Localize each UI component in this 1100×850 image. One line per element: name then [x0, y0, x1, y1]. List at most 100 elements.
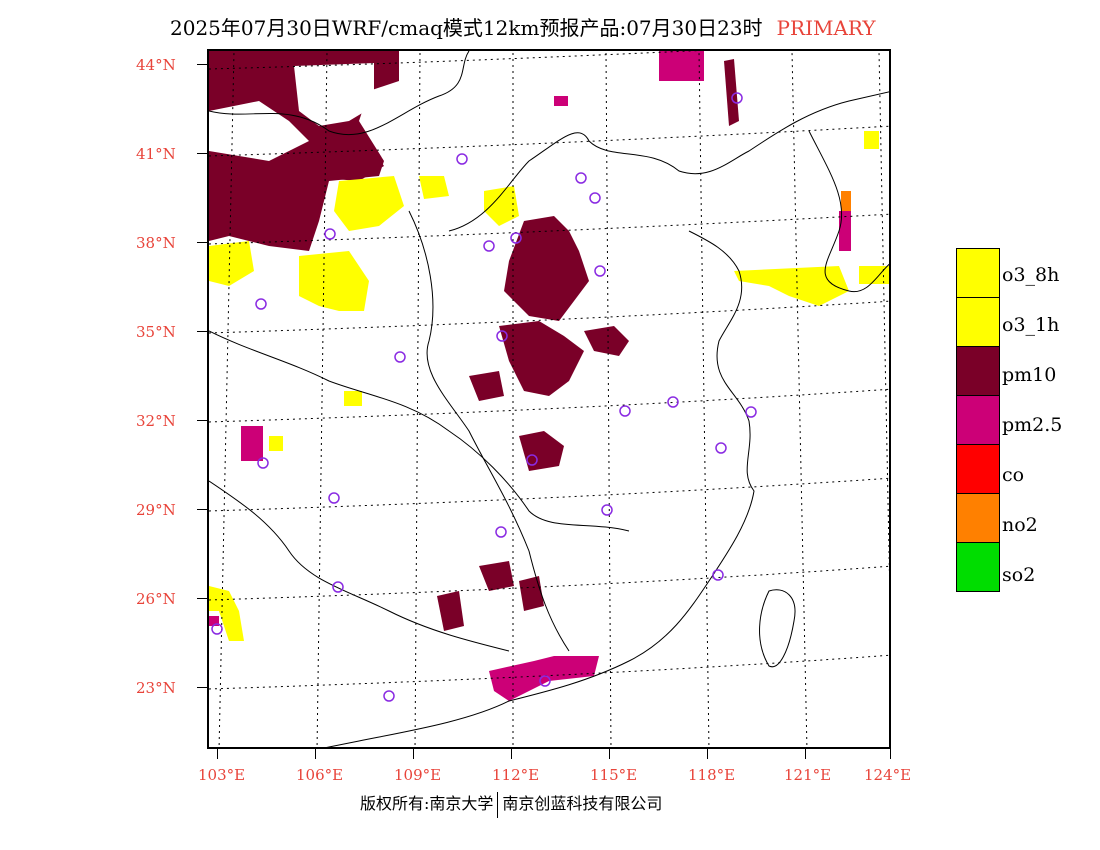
border-north: [448, 91, 889, 232]
legend-label-o3-8h: o3_8h: [1002, 264, 1060, 286]
lat-label-26: 26°N: [136, 590, 176, 608]
station-marker: [383, 690, 395, 702]
lon-label-121: 121°E: [784, 766, 832, 784]
pm10-area-south3: [519, 576, 544, 611]
pm25-area-4: [489, 656, 599, 701]
legend-swatch-o3-8h: [956, 248, 1000, 298]
legend-label-so2: so2: [1002, 564, 1036, 586]
station-marker: [745, 406, 757, 418]
station-marker: [495, 526, 507, 538]
footer-left: 版权所有:南京大学: [360, 794, 494, 813]
title-text: 2025年07月30日WRF/cmaq模式12km预报产品:07月30日23时: [170, 16, 763, 40]
pm10-area-south1: [437, 591, 464, 631]
legend-swatch-co: [956, 444, 1000, 494]
pm10-area-northeast: [724, 59, 739, 126]
station-marker: [211, 623, 223, 635]
pm10-area-shaanxi: [469, 371, 504, 401]
lon-line-106: [316, 51, 328, 747]
lat-label-35: 35°N: [136, 323, 176, 341]
legend-label-co: co: [1002, 464, 1025, 486]
lat-label-23: 23°N: [136, 679, 176, 697]
lon-label-103: 103°E: [198, 766, 246, 784]
pm25-area-3: [241, 426, 263, 461]
lon-label-124: 124°E: [864, 766, 912, 784]
legend-swatch-no2: [956, 493, 1000, 543]
lat-tick: [197, 598, 207, 599]
footer-right: 南京创蓝科技有限公司: [502, 794, 663, 813]
lon-tick: [890, 749, 891, 759]
title-tag: PRIMARY: [776, 16, 876, 40]
station-marker: [257, 457, 269, 469]
lat-line-35: [209, 300, 889, 334]
o3-area-2: [209, 241, 254, 286]
lat-label-44: 44°N: [136, 56, 176, 74]
o3-area-8: [859, 266, 889, 284]
o3-area-10: [344, 391, 362, 406]
lat-tick: [197, 64, 207, 65]
pm25-area-2: [554, 96, 568, 106]
legend-swatch-pm10: [956, 346, 1000, 396]
boundaries: [209, 51, 889, 747]
lat-tick: [197, 420, 207, 421]
pm25-area-6: [209, 616, 219, 626]
station-marker: [526, 454, 538, 466]
legend-label-o3-1h: o3_1h: [1002, 314, 1060, 336]
lat-line-26: [209, 565, 889, 601]
o3-area-4: [484, 186, 519, 226]
o3-area-11: [269, 436, 283, 451]
lon-line-103: [218, 51, 235, 747]
station-marker: [601, 504, 613, 516]
graticule: [209, 51, 889, 747]
o3-area-5: [419, 176, 449, 199]
station-marker: [483, 240, 495, 252]
lat-line-29: [209, 477, 889, 512]
lat-label-29: 29°N: [136, 501, 176, 519]
pm25-area-5: [839, 211, 851, 251]
border-province-1: [209, 330, 630, 532]
station-marker: [456, 153, 468, 165]
pm10-area-south2: [479, 561, 514, 591]
map-title: 2025年07月30日WRF/cmaq模式12km预报产品:07月30日23时 P…: [170, 12, 876, 41]
lon-label-115: 115°E: [590, 766, 638, 784]
station-marker: [394, 351, 406, 363]
station-markers: [211, 92, 757, 702]
station-marker: [324, 228, 336, 240]
pm10-area-shanxi: [504, 216, 589, 321]
o3-area-7: [864, 131, 879, 149]
pm10-area-henan: [499, 321, 584, 396]
lat-tick: [197, 509, 207, 510]
lat-label-41: 41°N: [136, 145, 176, 163]
pm10-area-north: [329, 151, 384, 181]
lon-label-109: 109°E: [394, 766, 442, 784]
pm10-gaps: [209, 63, 374, 161]
map-panel: [207, 49, 891, 749]
station-marker: [667, 396, 679, 408]
border-province-3: [408, 210, 570, 652]
no2-area: [841, 191, 851, 211]
lon-tick: [315, 749, 316, 759]
station-marker: [712, 569, 724, 581]
station-marker: [589, 192, 601, 204]
station-marker: [619, 405, 631, 417]
o3-area-6: [734, 266, 849, 306]
station-marker: [328, 492, 340, 504]
station-marker: [575, 172, 587, 184]
lat-tick: [197, 687, 207, 688]
legend-label-no2: no2: [1002, 514, 1038, 536]
lon-tick: [217, 749, 218, 759]
station-marker: [255, 298, 267, 310]
lat-tick: [197, 153, 207, 154]
o3-areas: [209, 131, 889, 641]
lon-tick: [609, 749, 610, 759]
station-marker: [510, 232, 522, 244]
lon-label-106: 106°E: [296, 766, 344, 784]
station-marker: [715, 442, 727, 454]
lon-tick: [511, 749, 512, 759]
o3-area-9: [209, 586, 244, 641]
o3-area-1: [334, 176, 404, 231]
legend-swatch-pm25: [956, 395, 1000, 445]
coastline: [326, 230, 755, 747]
border-mongolia: [209, 51, 470, 136]
lat-line-38: [209, 213, 889, 245]
pm25-area-1: [659, 51, 704, 81]
